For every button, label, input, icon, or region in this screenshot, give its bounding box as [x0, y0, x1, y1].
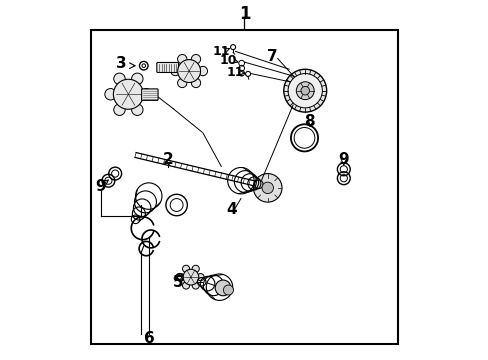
- Circle shape: [183, 269, 198, 285]
- Circle shape: [262, 182, 273, 194]
- Circle shape: [131, 73, 143, 85]
- Text: 11: 11: [226, 66, 244, 79]
- Circle shape: [170, 66, 180, 76]
- Text: 10: 10: [219, 54, 237, 67]
- FancyBboxPatch shape: [142, 89, 158, 100]
- Circle shape: [131, 104, 143, 116]
- Circle shape: [114, 73, 125, 85]
- Text: 9: 9: [338, 152, 348, 167]
- Text: 11: 11: [212, 45, 229, 58]
- Text: 2: 2: [162, 152, 173, 167]
- Circle shape: [191, 78, 200, 87]
- Circle shape: [300, 86, 309, 95]
- Circle shape: [104, 89, 116, 100]
- Circle shape: [182, 282, 189, 289]
- Circle shape: [192, 282, 199, 289]
- Text: 7: 7: [266, 49, 277, 64]
- Circle shape: [140, 89, 152, 100]
- Text: 5: 5: [172, 275, 183, 290]
- Circle shape: [253, 174, 282, 202]
- Circle shape: [192, 265, 199, 273]
- Circle shape: [191, 54, 200, 64]
- Text: 6: 6: [143, 332, 154, 346]
- Circle shape: [215, 280, 230, 296]
- Circle shape: [182, 265, 189, 273]
- Circle shape: [177, 60, 200, 82]
- Circle shape: [177, 274, 184, 281]
- Circle shape: [114, 104, 125, 116]
- Circle shape: [197, 274, 203, 281]
- Text: 1: 1: [238, 5, 250, 23]
- Circle shape: [287, 73, 322, 108]
- Text: 4: 4: [225, 202, 236, 217]
- Circle shape: [283, 69, 326, 112]
- Text: 3: 3: [116, 57, 126, 71]
- Text: 9: 9: [95, 179, 105, 194]
- Circle shape: [113, 79, 143, 109]
- Circle shape: [198, 66, 207, 76]
- Bar: [91, 30, 397, 344]
- Circle shape: [296, 82, 313, 100]
- Text: 8: 8: [304, 113, 315, 129]
- Circle shape: [177, 78, 186, 87]
- Circle shape: [177, 54, 186, 64]
- FancyBboxPatch shape: [157, 63, 178, 72]
- Circle shape: [223, 285, 233, 295]
